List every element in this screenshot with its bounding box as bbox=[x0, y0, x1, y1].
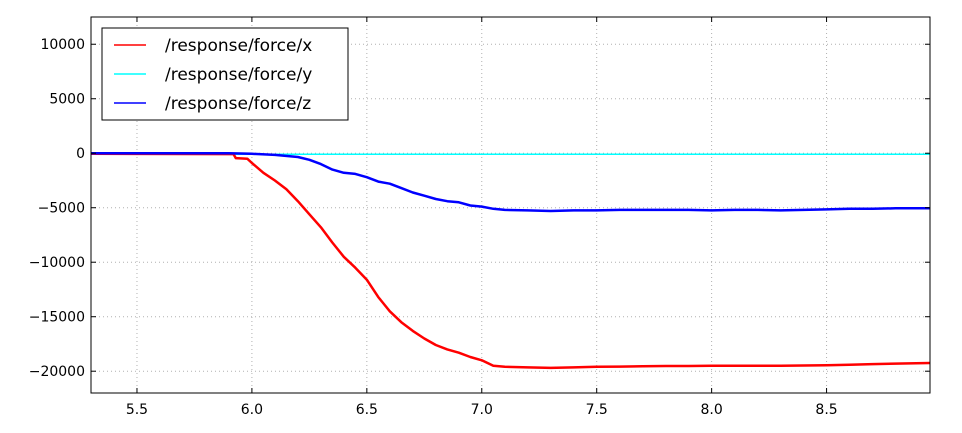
legend-label-x: /response/force/x bbox=[165, 36, 312, 56]
x-tick-label: 7.5 bbox=[586, 402, 608, 418]
plot-frame bbox=[90, 16, 931, 394]
grid bbox=[91, 17, 930, 393]
y-tick-label: −5000 bbox=[38, 201, 85, 217]
legend-label-z: /response/force/z bbox=[165, 94, 311, 114]
y-tick-label: 0 bbox=[76, 146, 85, 162]
x-tick-label: 6.0 bbox=[241, 402, 263, 418]
x-tick-label: 7.0 bbox=[471, 402, 493, 418]
series-layer bbox=[90, 151, 931, 370]
x-tick-label: 8.0 bbox=[700, 402, 722, 418]
series-line-x bbox=[90, 152, 931, 370]
legend-label-y: /response/force/y bbox=[165, 65, 312, 85]
x-tick-label: 8.5 bbox=[815, 402, 837, 418]
y-tick-label: 5000 bbox=[49, 92, 85, 108]
y-tick-label: −20000 bbox=[29, 364, 85, 380]
y-tick-label: −15000 bbox=[29, 310, 85, 326]
ticks: 5.5 6.0 6.5 7.0 7.5 8.0 8.5 10000 5000 0 −5000 −100… bbox=[29, 17, 930, 418]
series-line-z bbox=[91, 151, 930, 213]
legend: /response/force/x /response/force/y /res… bbox=[101, 27, 349, 121]
y-tick-label: 10000 bbox=[40, 37, 85, 53]
y-tick-label: −10000 bbox=[29, 255, 85, 271]
x-tick-label: 5.5 bbox=[126, 402, 148, 418]
x-tick-label: 6.5 bbox=[356, 402, 378, 418]
